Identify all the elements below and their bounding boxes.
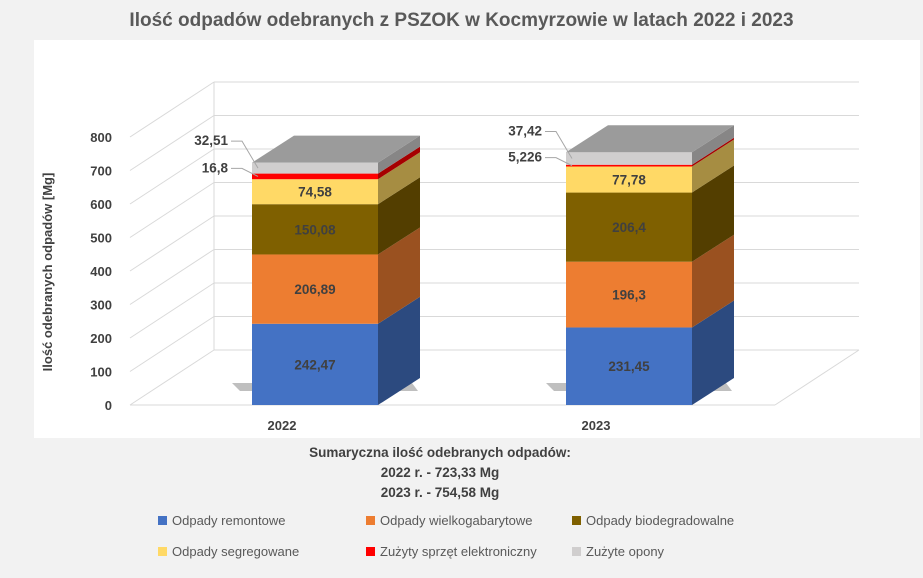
bar-side-2023-2 [692, 165, 734, 262]
bar-top-2023 [566, 125, 734, 153]
legend-label-0: Odpady remontowe [172, 513, 286, 528]
bar-segment-2023-0 [566, 327, 692, 405]
side-gridline-100 [129, 316, 215, 372]
y-tick-label-300: 300 [90, 298, 112, 313]
bar-segment-2022-1 [252, 254, 378, 324]
bar-side-2022-1 [378, 227, 420, 324]
bar-segment-2023-3 [566, 166, 692, 193]
side-gridline-700 [129, 115, 215, 171]
bar-side-2023-4 [692, 137, 734, 167]
data-label-2022-5: 32,51 [194, 133, 228, 148]
summary: Sumaryczna ilość odebranych odpadów: 202… [0, 443, 880, 503]
x-tick-label-2023: 2023 [582, 418, 611, 433]
legend-item-2: Odpady biodegradowalne [572, 513, 734, 528]
summary-line-2023: 2023 r. - 754,58 Mg [380, 485, 500, 500]
data-label-2023-5: 37,42 [508, 123, 542, 138]
x-tick-label-2022: 2022 [268, 418, 297, 433]
side-gridline-500 [129, 182, 215, 238]
legend-swatch-0 [158, 516, 167, 525]
y-tick-label-100: 100 [90, 365, 112, 380]
data-label-2023-4: 5,226 [508, 150, 542, 165]
bar-segment-2022-5 [252, 162, 378, 174]
legend-label-3: Odpady segregowane [172, 544, 300, 559]
summary-line-2022: 2022 r. - 723,33 Mg [380, 465, 500, 480]
side-gridline-400 [129, 215, 215, 272]
bar-segment-2023-1 [566, 261, 692, 328]
legend-item-0: Odpady remontowe [158, 513, 285, 528]
bar-segment-2022-2 [252, 204, 378, 255]
side-gridline-0 [129, 349, 215, 406]
legend-label-2: Odpady biodegradowalne [586, 513, 735, 528]
bar-side-2022-0 [378, 296, 420, 405]
legend-item-5: Zużyte opony [572, 544, 664, 559]
bar-segment-2022-0 [252, 323, 378, 405]
data-label-2023-0: 231,45 [608, 359, 650, 374]
legend-label-1: Odpady wielkogabarytowe [380, 513, 533, 528]
legend-item-4: Zużyty sprzęt elektroniczny [366, 544, 537, 559]
y-tick-label-600: 600 [90, 197, 112, 212]
data-label-2022-4: 16,8 [202, 160, 229, 175]
side-gridline-800 [129, 81, 215, 138]
data-label-2022-2: 150,08 [294, 222, 336, 237]
y-tick-label-200: 200 [90, 331, 112, 346]
legend-label-5: Zużyte opony [586, 544, 665, 559]
floor-right-edge [774, 349, 860, 406]
legend-swatch-2 [572, 516, 581, 525]
side-gridline-300 [129, 249, 215, 305]
bar-side-2022-2 [378, 177, 420, 255]
bar-side-2022-3 [378, 152, 420, 205]
bar-side-2023-3 [692, 139, 734, 193]
bar-segment-2023-4 [566, 164, 692, 167]
leader-line-2022-5 [231, 140, 259, 169]
y-tick-label-500: 500 [90, 231, 112, 246]
summary-heading: Sumaryczna ilość odebranych odpadów: [309, 445, 571, 460]
legend-item-1: Odpady wielkogabarytowe [366, 513, 532, 528]
bar-side-2023-0 [692, 300, 734, 405]
y-tick-label-400: 400 [90, 264, 112, 279]
leader-line-2022-4 [231, 167, 259, 177]
y-tick-label-700: 700 [90, 164, 112, 179]
data-label-2022-3: 74,58 [298, 185, 332, 200]
bar-side-2023-5 [692, 125, 734, 165]
bar-segment-2023-5 [566, 152, 692, 165]
bar-top-2022 [252, 135, 420, 163]
bar-segment-2023-2 [566, 192, 692, 262]
bar-segment-2022-4 [252, 173, 378, 180]
legend-label-4: Zużyty sprzęt elektroniczny [380, 544, 537, 559]
bar-side-2022-4 [378, 146, 420, 180]
data-label-2023-2: 206,4 [612, 220, 646, 235]
chart-title: Ilość odpadów odebranych z PSZOK w Kocmy… [129, 10, 794, 31]
side-gridline-600 [129, 148, 215, 205]
bar-side-2022-5 [378, 135, 420, 174]
data-label-2022-1: 206,89 [294, 282, 335, 297]
plot-area: 0 100 200 300 400 500 600 700 800 Ilość odebranyc… [34, 40, 920, 438]
legend-swatch-4 [366, 547, 375, 556]
legend-swatch-5 [572, 547, 581, 556]
y-tick-label-800: 800 [90, 130, 112, 145]
data-label-2022-0: 242,47 [294, 357, 335, 372]
data-label-2023-3: 77,78 [612, 173, 646, 188]
bar-segment-2022-3 [252, 179, 378, 205]
legend-swatch-3 [158, 547, 167, 556]
side-gridline-200 [129, 282, 215, 339]
y-tick-label-0: 0 [105, 398, 112, 413]
legend-item-3: Odpady segregowane [158, 544, 299, 559]
leader-line-2023-5 [545, 130, 573, 159]
leader-line-2023-4 [545, 157, 573, 167]
data-label-2023-1: 196,3 [612, 288, 646, 303]
y-axis-label: Ilość odebranych odpadów [Mg] [40, 173, 55, 372]
plot-svg: 0 100 200 300 400 500 600 700 800 Ilość odebranyc… [40, 81, 860, 433]
bar-side-2023-1 [692, 234, 734, 328]
legend-swatch-1 [366, 516, 375, 525]
